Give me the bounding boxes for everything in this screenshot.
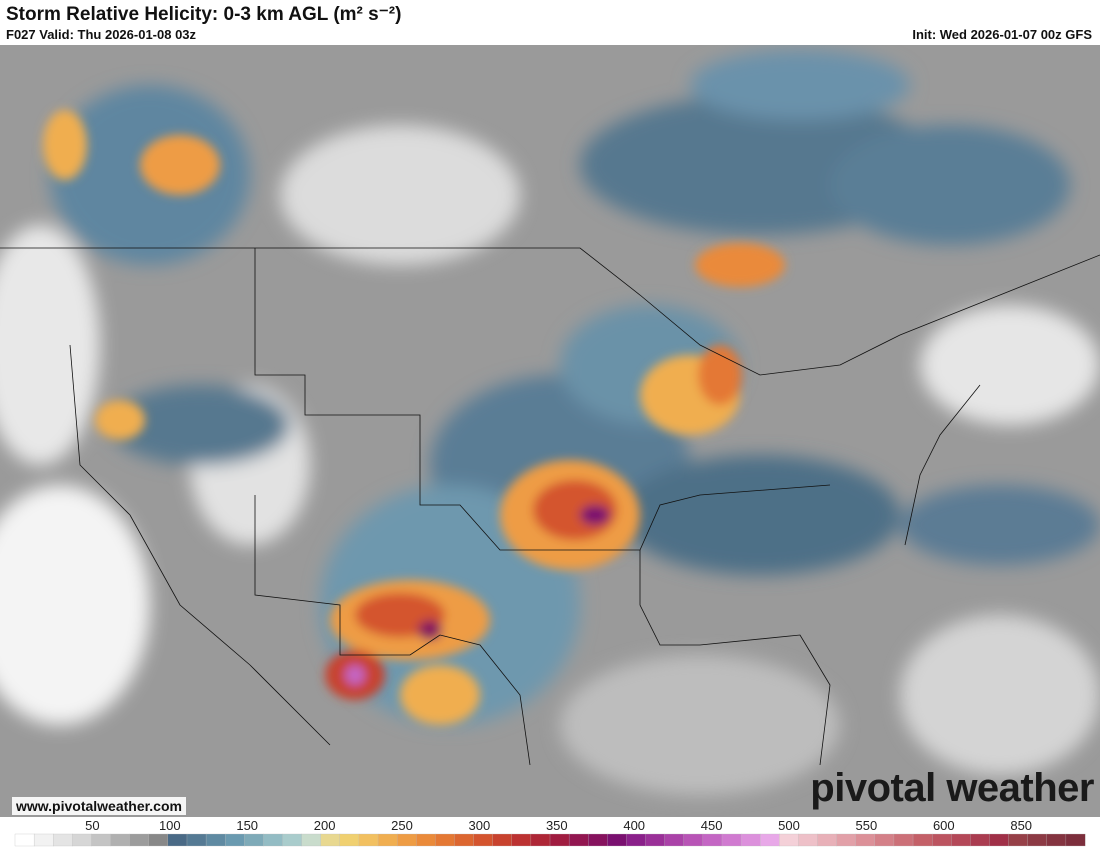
color-swatch: [817, 833, 838, 847]
color-swatch: [263, 833, 283, 847]
title: Storm Relative Helicity: 0-3 km AGL (m² …: [6, 4, 402, 25]
colorbar-label: 250: [391, 818, 413, 833]
color-swatch: [855, 833, 876, 847]
colorbar-label: 150: [236, 818, 258, 833]
color-swatch: [435, 833, 455, 847]
color-swatch: [760, 833, 780, 847]
colorbar-label: 350: [546, 818, 568, 833]
color-swatch: [205, 833, 226, 847]
color-swatch: [320, 833, 341, 847]
color-swatch: [282, 833, 303, 847]
color-swatch: [225, 833, 245, 847]
field-high: [43, 110, 785, 725]
colorbar-label: 100: [159, 818, 181, 833]
colorbar: 50 100 150 200 250 300 350 400 450 500 550 600 850: [14, 818, 1086, 847]
color-swatch: [129, 833, 150, 847]
color-swatch: [1065, 833, 1086, 847]
color-swatch: [301, 833, 322, 847]
color-swatch: [72, 833, 92, 847]
color-swatch: [244, 833, 264, 847]
color-swatch: [110, 833, 131, 847]
color-swatch: [645, 833, 666, 847]
color-swatch: [454, 833, 475, 847]
color-swatch: [893, 833, 914, 847]
color-swatch: [377, 833, 398, 847]
color-swatch: [740, 833, 761, 847]
borders: [0, 247, 1100, 766]
color-swatch: [1046, 833, 1067, 847]
color-swatch: [416, 833, 436, 847]
colorbar-label: 850: [1010, 818, 1032, 833]
init-time: Init: Wed 2026-01-07 00z GFS: [912, 27, 1092, 42]
colorbar-label: 600: [933, 818, 955, 833]
color-swatch: [588, 833, 608, 847]
color-swatch: [970, 833, 990, 847]
color-swatch: [14, 833, 35, 847]
color-swatch: [836, 833, 857, 847]
colorbar-label: 300: [469, 818, 491, 833]
color-swatch: [798, 833, 818, 847]
color-swatch: [568, 833, 589, 847]
color-swatch: [874, 833, 895, 847]
color-swatch: [492, 833, 513, 847]
color-swatch: [186, 833, 207, 847]
color-swatch: [549, 833, 570, 847]
color-swatch: [1027, 833, 1048, 847]
color-swatch: [626, 833, 646, 847]
color-swatch: [702, 833, 723, 847]
color-swatch: [91, 833, 111, 847]
color-swatch: [358, 833, 379, 847]
colorbar-label: 50: [85, 818, 99, 833]
color-swatch: [167, 833, 188, 847]
color-swatch: [1008, 833, 1029, 847]
map: [0, 45, 1100, 817]
color-swatch: [721, 833, 742, 847]
color-swatch: [683, 833, 704, 847]
logo: pivotal weather: [810, 766, 1094, 810]
color-swatch: [989, 833, 1010, 847]
color-swatch: [779, 833, 799, 847]
color-swatch: [951, 833, 971, 847]
colorbar-label: 550: [856, 818, 878, 833]
color-swatch: [511, 833, 532, 847]
website: www.pivotalweather.com: [12, 797, 186, 815]
color-swatch: [912, 833, 933, 847]
color-swatch: [931, 833, 952, 847]
color-swatch: [396, 833, 417, 847]
colorbar-label: 200: [314, 818, 336, 833]
color-swatch: [53, 833, 73, 847]
colorbar-label: 500: [778, 818, 800, 833]
color-swatch: [607, 833, 627, 847]
color-swatch: [148, 833, 169, 847]
colorbar-label: 400: [623, 818, 645, 833]
color-swatch: [664, 833, 685, 847]
colorbar-label: 450: [701, 818, 723, 833]
color-swatch: [473, 833, 494, 847]
color-swatch: [339, 833, 360, 847]
color-swatch: [33, 833, 54, 847]
color-swatch: [530, 833, 551, 847]
valid-time: F027 Valid: Thu 2026-01-08 03z: [6, 27, 197, 42]
